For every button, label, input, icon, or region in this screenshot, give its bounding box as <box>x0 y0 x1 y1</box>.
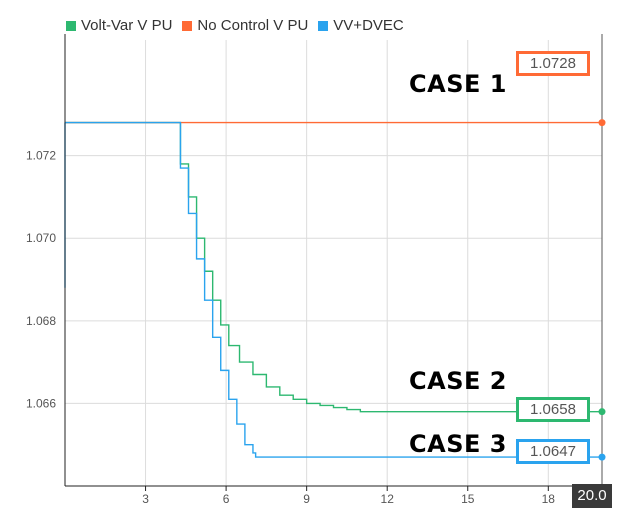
x-tick-label: 18 <box>542 492 556 506</box>
readout-no-control: 1.0728 <box>516 51 590 76</box>
legend-item-volt-var[interactable]: Volt-Var V PU <box>66 17 172 34</box>
legend-label-volt-var: Volt-Var V PU <box>81 17 173 34</box>
legend-swatch-vv-dvec <box>318 20 329 31</box>
series-end-marker-volt-var <box>598 408 606 416</box>
series-end-marker-no-control <box>598 119 606 127</box>
y-tick-label: 1.070 <box>26 231 56 245</box>
case3-annotation: CASE 3 <box>409 430 507 458</box>
legend-item-vv-dvec[interactable]: VV+DVEC <box>318 17 404 34</box>
readout-vv-dvec: 1.0647 <box>516 439 590 464</box>
y-tick-label: 1.066 <box>26 396 56 410</box>
case1-annotation: CASE 1 <box>409 70 507 98</box>
end-markers <box>598 119 606 461</box>
x-tick-label: 3 <box>142 492 149 506</box>
x-tick-label: 15 <box>461 492 475 506</box>
series-line-vv-dvec[interactable] <box>65 121 602 458</box>
readout-volt-var: 1.0658 <box>516 397 590 422</box>
x-tick-label: 9 <box>303 492 310 506</box>
legend-label-no-control: No Control V PU <box>197 17 309 34</box>
x-tick-label: 12 <box>381 492 395 506</box>
legend-label-vv-dvec: VV+DVEC <box>333 17 404 34</box>
legend-item-no-control[interactable]: No Control V PU <box>182 17 308 34</box>
legend-swatch-no-control <box>182 20 193 31</box>
y-tick-label: 1.068 <box>26 314 56 328</box>
case2-annotation: CASE 2 <box>409 367 507 395</box>
y-tick-label: 1.072 <box>26 149 56 163</box>
x-tick-label: 6 <box>223 492 230 506</box>
legend-swatch-volt-var <box>66 20 76 31</box>
axes: 3 6 9 12 15 18 1.066 1.068 1.070 1.072 <box>26 34 612 508</box>
chart-legend: Volt-Var V PU No Control V PU VV+DVEC <box>66 17 404 34</box>
series-end-marker-vv-dvec <box>598 453 606 461</box>
x-cursor-readout: 20.0 <box>572 484 612 508</box>
